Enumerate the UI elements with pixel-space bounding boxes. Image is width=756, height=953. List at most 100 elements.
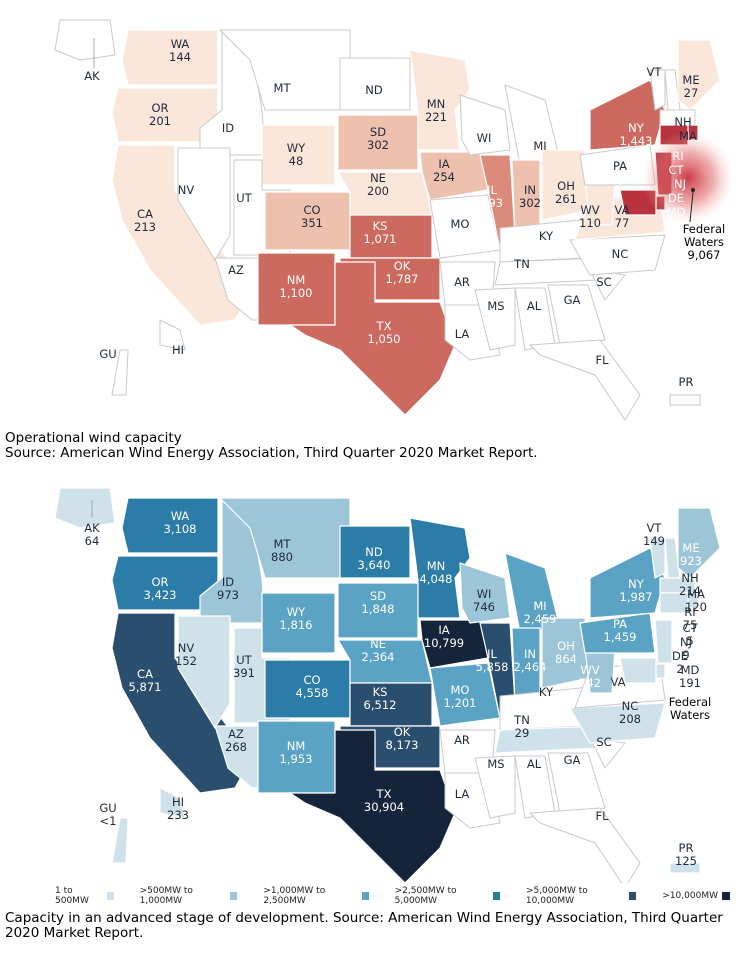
map1-value-mn: 221 [425,110,447,124]
map1-label-sc: SC [596,275,611,289]
map1-label-ms: MS [487,299,504,313]
state2-mt [219,497,351,579]
map1-value-ne: 200 [367,184,389,198]
map2-value-nh: 214 [679,584,701,598]
map1-label-ne: NE [370,171,386,185]
map1-label-me: ME [682,73,699,87]
map1-label-co: CO [303,203,320,217]
map2-value-mi: 2,459 [524,612,557,626]
map2-value-nm: 1,953 [280,752,313,766]
federal-waters-label-2: Federal Waters [669,695,711,722]
map2-label-nd: ND [365,545,383,559]
map1-label-al: AL [527,299,542,313]
state-mn [409,49,471,151]
state2-wa [121,497,219,554]
map1-value-or: 201 [149,114,171,128]
state2-ga [547,752,606,814]
map2-value-ma: 120 [685,600,707,614]
map1-value-co: 351 [301,216,323,230]
legend-swatch-4 [492,892,500,900]
legend-item-5: >5,000MW to 10,000MW [526,886,637,906]
map2-label-mo: MO [451,683,470,697]
state2-pr [669,862,701,874]
map1-value-ks: 1,071 [364,232,397,246]
map2-label-wi: WI [477,587,492,601]
map2-label-az: AZ [228,727,244,741]
map2-label-ut: UT [236,653,252,667]
map2-label-mi: MI [533,599,546,613]
map2-label-or: OR [151,575,168,589]
map2-caption: Capacity in an advanced stage of develop… [5,910,723,941]
map2-value-az: 268 [225,740,247,754]
map2-value-mt: 880 [271,550,293,564]
state-mt [219,29,351,111]
map2-value-mo: 1,201 [444,696,477,710]
map2-value-ak: 64 [85,534,100,548]
map2-label-pr: PR [679,841,694,855]
map1-value-ca: 213 [134,220,156,234]
legend-label-2: >500MW to 1,000MW [139,886,193,906]
map1-label-il: IL [487,183,497,197]
map1-label-ny: NY [628,121,645,135]
map2-value-ia: 10,799 [424,636,464,650]
map2-value-ri: 75 [683,618,698,632]
federal-waters-label-1: Federal Waters 9,067 [683,222,725,262]
map1-label-ga: GA [564,293,581,307]
map2-label-nj: NJ [680,635,692,649]
map1-label-nc: NC [612,247,629,261]
map1-value-ok: 1,787 [386,272,419,286]
map2-label-wa: WA [171,509,190,523]
map2-value-ok: 8,173 [386,738,419,752]
state-al [514,287,556,351]
map2-legend: 1 to 500MW >500MW to 1,000MW >1,000MW to… [55,886,756,906]
state2-fl [529,807,641,883]
map2-label-tn: TN [513,713,530,727]
map1-label-mn: MN [427,97,446,111]
state2-me [677,507,721,579]
map1-label-tx: TX [376,319,392,333]
state2-hi [159,787,186,819]
map2-label-tx: TX [376,787,392,801]
map1-label-ut: UT [236,191,252,205]
map2-value-oh: 864 [555,652,577,666]
map2-label-nv: NV [178,641,195,655]
map2-value-pa: 1,459 [604,630,637,644]
legend-item-2: >500MW to 1,000MW [140,886,238,906]
map1-label-ar: AR [454,275,470,289]
map2-label-mn: MN [427,559,446,573]
map2-value-in: 2,464 [514,660,547,674]
map1-labels: AKWA144OR201CA213IDNVMTWY48UTAZCO351NM1,… [84,37,699,389]
legend-swatch-6 [721,892,730,900]
state2-sd [337,582,419,639]
map2-label-fl: FL [595,809,609,823]
federal-waters-2-line2: Waters [670,708,710,722]
map2-label-nh: NH [681,571,698,585]
state-tx [289,261,456,416]
map2-value-ut: 391 [233,666,255,680]
map2-value-nd: 3,640 [358,558,391,572]
map2-label-md: MD [681,663,700,677]
state2-md [619,657,657,684]
state2-ak [54,487,116,529]
map1-label-mo: MO [451,217,470,231]
map1-label-mi: MI [533,139,546,153]
map2-value-wa: 3,108 [164,522,197,536]
map2-label-ri: RI [684,605,695,619]
map1-label-nv: NV [178,183,195,197]
map2-label-gu: GU [99,801,116,815]
map2-label-ny: NY [628,577,645,591]
map1-value-il: 993 [481,196,503,210]
map2-value-ct: 5 [686,634,693,648]
map1-label-la: LA [455,327,470,341]
map2-value-wy: 1,816 [280,618,313,632]
map1-label-va: VA [615,203,630,217]
state-wa [121,29,219,86]
map2-states [54,487,721,883]
legend-swatch-2 [230,892,238,900]
map2-label-wy: WY [287,605,306,619]
map2-value-wi: 746 [473,600,495,614]
state-fl [529,339,641,421]
map1-label-sd: SD [370,125,386,139]
map1-label-gu: GU [99,347,116,361]
